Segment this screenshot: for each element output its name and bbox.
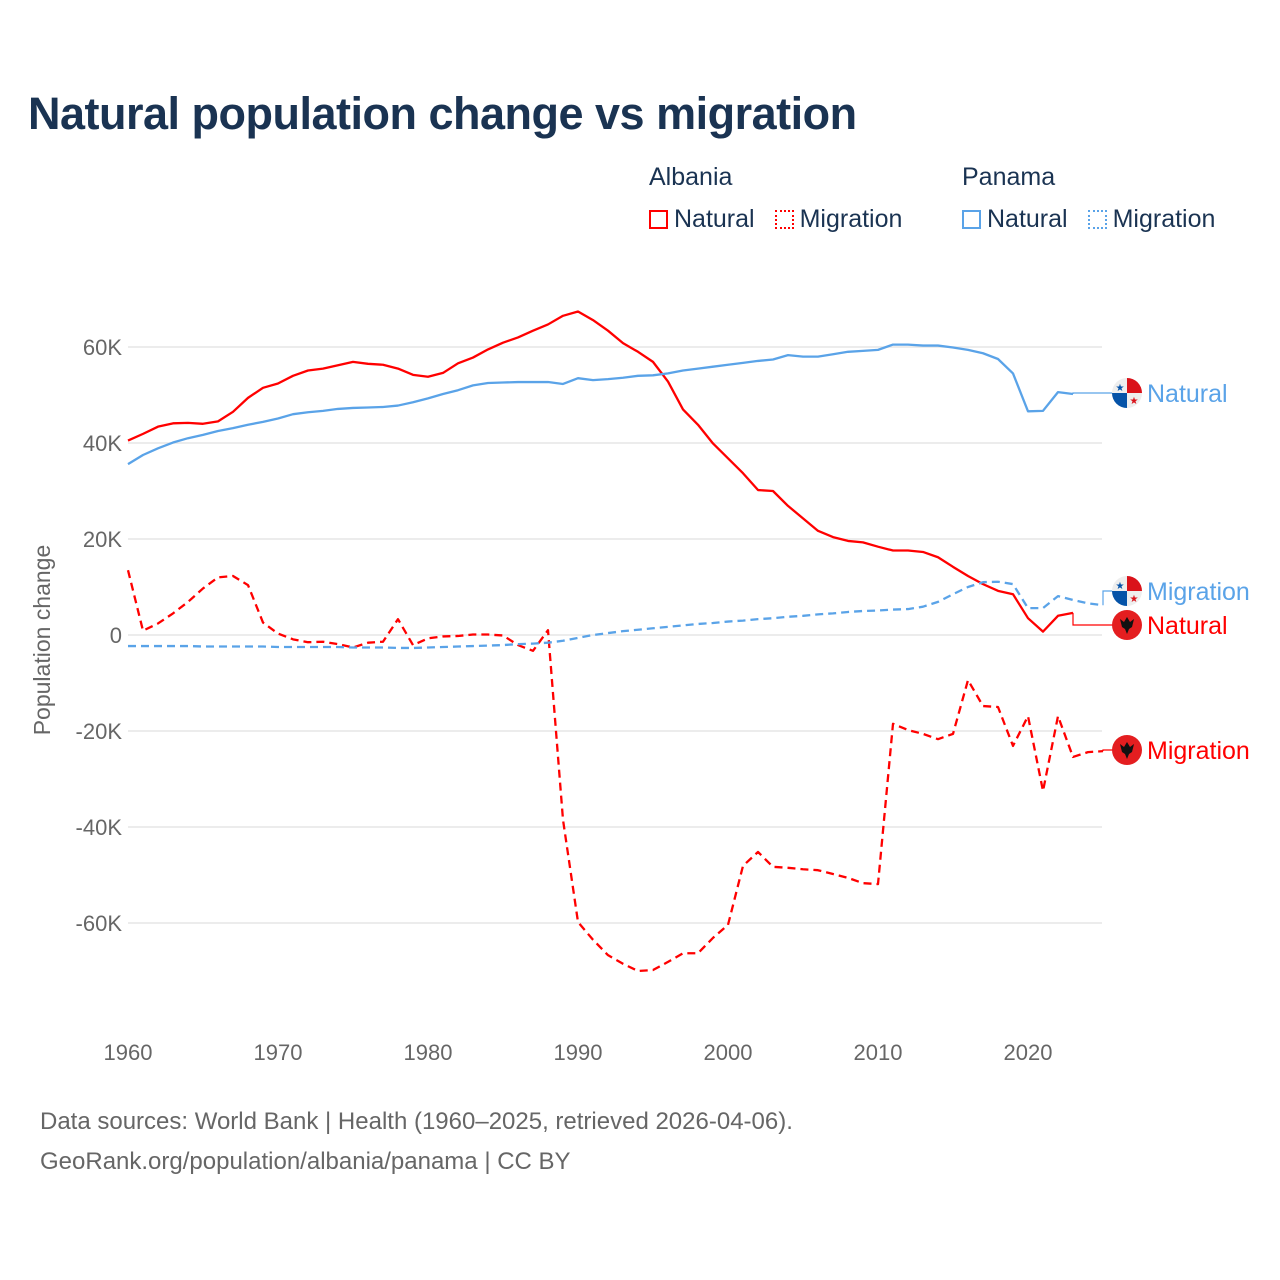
legend-item-panama-migration[interactable]: Migration [1087,205,1216,234]
panama-flag-icon: ★★ [1112,378,1142,408]
x-tick-label: 1980 [404,1040,453,1065]
legend-group-albania-title: Albania [649,163,733,191]
series-line-albania-natural [127,310,1074,633]
legend-label: Natural [987,205,1068,233]
x-tick-label: 1970 [254,1040,303,1065]
legend-albania: Natural Migration [649,205,922,234]
label-connector [1072,392,1113,395]
series-line-panama-migration [128,580,1104,650]
y-tick-label: -40K [76,815,123,840]
dotted-line-swatch-icon [1087,210,1107,229]
solid-line-swatch-icon [962,210,981,229]
x-tick-label: 2000 [704,1040,753,1065]
legend-label: Migration [799,205,903,233]
legend-item-panama-natural[interactable]: Natural [962,205,1068,234]
albania-flag-icon [1112,735,1142,765]
legend-item-albania-migration[interactable]: Migration [774,205,903,234]
footer-link[interactable]: GeoRank.org/population/albania/panama | … [40,1148,571,1175]
label-connector [1102,590,1113,606]
panama-flag-icon: ★★ [1112,576,1142,606]
label-connector [1102,749,1113,752]
svg-text:★: ★ [1116,383,1125,394]
end-label: Natural [1147,612,1228,640]
x-tick-label: 1960 [104,1040,153,1065]
legend-label: Migration [1112,205,1216,233]
y-tick-label: 40K [83,431,122,456]
svg-text:★: ★ [1130,594,1139,605]
y-tick-label: -20K [76,719,123,744]
label-connector [1072,612,1113,626]
svg-text:★: ★ [1130,396,1139,407]
albania-flag-icon [1112,610,1142,640]
svg-text:★: ★ [1116,581,1125,592]
y-tick-label: 0 [110,623,122,648]
y-tick-label: 20K [83,527,122,552]
x-tick-label: 2020 [1004,1040,1053,1065]
end-label: Natural [1147,380,1228,408]
dotted-line-swatch-icon [774,210,794,229]
y-axis-label: Population change [29,545,55,736]
end-label: Migration [1147,737,1250,765]
chart-title: Natural population change vs migration [28,88,857,139]
series-line-panama-natural [127,343,1074,466]
y-tick-label: 60K [83,335,122,360]
series-line-albania-migration [126,569,1104,973]
y-tick-label: -60K [76,911,123,936]
end-label: Migration [1147,578,1250,606]
legend-label: Natural [674,205,755,233]
x-tick-label: 1990 [554,1040,603,1065]
solid-line-swatch-icon [649,210,668,229]
footer-sources: Data sources: World Bank | Health (1960–… [40,1108,793,1135]
legend-item-albania-natural[interactable]: Natural [649,205,755,234]
legend-panama: Natural Migration [962,205,1235,234]
legend-group-panama-title: Panama [962,163,1056,191]
x-tick-label: 2010 [854,1040,903,1065]
